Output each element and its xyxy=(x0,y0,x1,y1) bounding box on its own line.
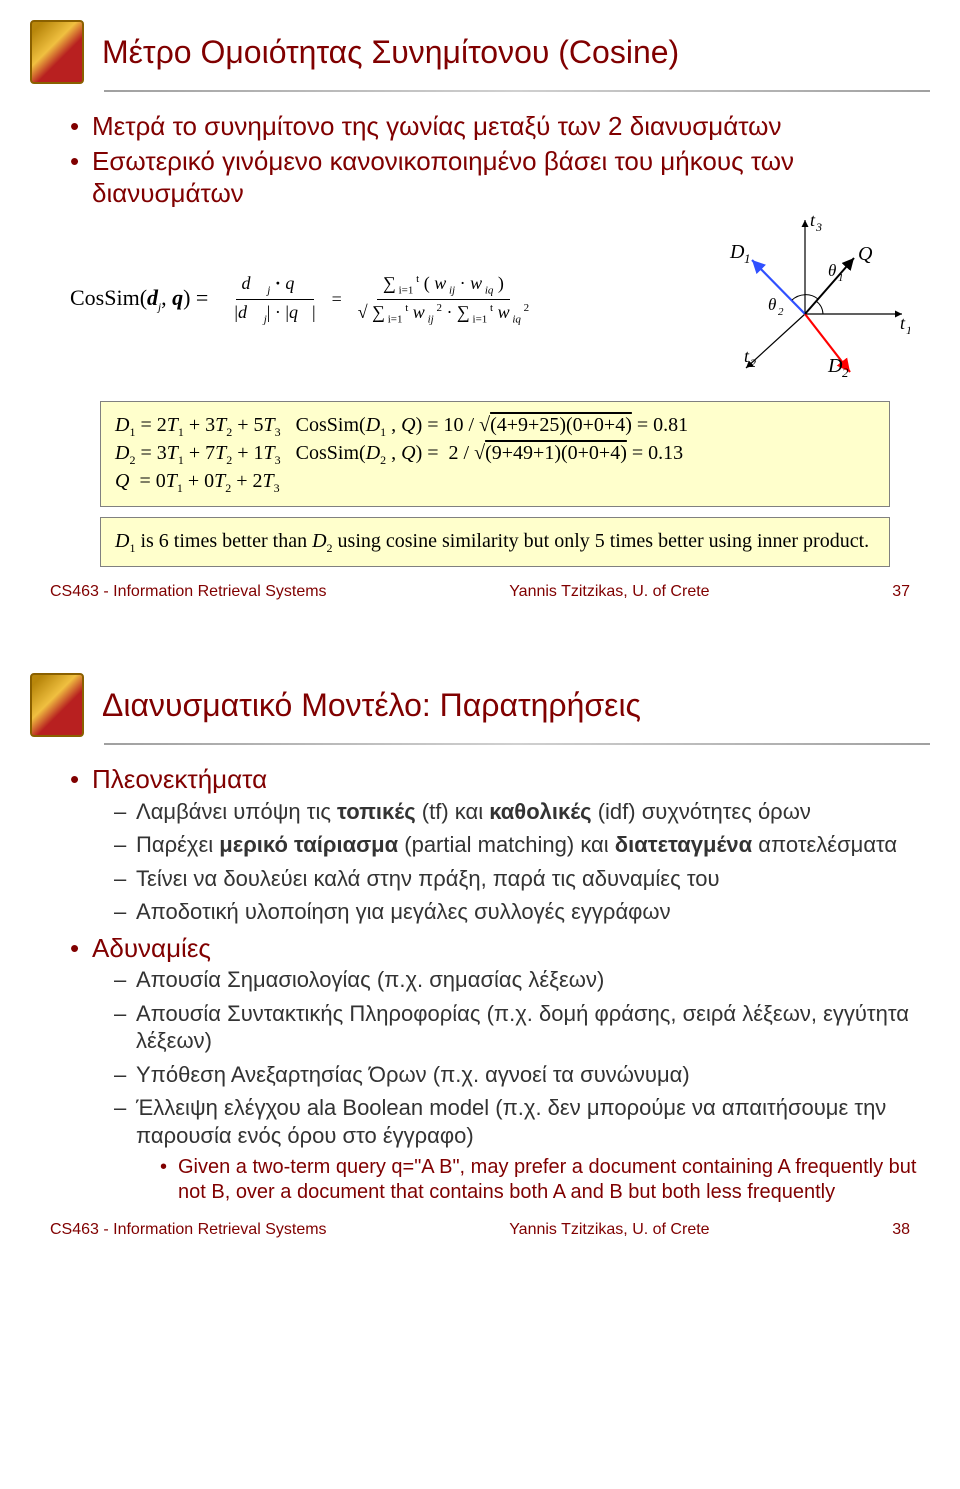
slide-38: Διανυσματικό Μοντέλο: Παρατηρήσεις Πλεον… xyxy=(0,653,960,1251)
cossim-label: CosSim(dj, q) = xyxy=(70,285,208,313)
footer-left: CS463 - Information Retrieval Systems xyxy=(50,583,327,601)
vector-diagram-svg: t 1 t 3 t 2 D 1 D 2 Q xyxy=(710,214,910,379)
example-line-1: D1 = 2T1 + 3T2 + 5T3 CosSim(D1 , Q) = 10… xyxy=(115,412,875,440)
university-logo-icon xyxy=(30,20,84,84)
weak-item-3: Υπόθεση Ανεξαρτησίας Όρων (π.χ. αγνοεί τ… xyxy=(114,1061,930,1089)
svg-text:θ: θ xyxy=(768,295,776,314)
footer-left: CS463 - Information Retrieval Systems xyxy=(50,1221,327,1239)
example-box: D1 = 2T1 + 3T2 + 5T3 CosSim(D1 , Q) = 10… xyxy=(100,401,890,508)
footer-center: Yannis Tzitzikas, U. of Crete xyxy=(509,1221,709,1239)
svg-text:Q: Q xyxy=(858,243,873,265)
title-row: Διανυσματικό Μοντέλο: Παρατηρήσεις xyxy=(30,673,930,737)
formula-row: CosSim(dj, q) = d⃗ j · q⃗ |d⃗ j| · |q⃗| … xyxy=(70,214,930,385)
adv-item-2: Παρέχει μερικό ταίριασμα (partial matchi… xyxy=(114,831,930,859)
weaknesses-heading: Αδυναμίες xyxy=(70,932,930,965)
svg-text:1: 1 xyxy=(906,323,910,337)
footer-center: Yannis Tzitzikas, U. of Crete xyxy=(509,583,709,601)
university-logo-icon xyxy=(30,673,84,737)
weak-item-1: Απουσία Σημασιολογίας (π.χ. σημασίας λέξ… xyxy=(114,966,930,994)
slide-title: Διανυσματικό Μοντέλο: Παρατηρήσεις xyxy=(102,686,641,724)
title-underline xyxy=(104,743,930,745)
bullet-2: Εσωτερικό γινόμενο κανονικοποιημένο βάσε… xyxy=(70,145,930,210)
weak-item-2: Απουσία Συντακτικής Πληροφορίας (π.χ. δο… xyxy=(114,1000,930,1055)
svg-text:1: 1 xyxy=(744,251,751,266)
weak-item-4: Έλλειψη ελέγχου ala Boolean model (π.χ. … xyxy=(114,1094,930,1149)
cossim-formula: d⃗ j · q⃗ |d⃗ j| · |q⃗| = ∑ i=1 t ( w ij… xyxy=(228,273,535,325)
slide-footer: CS463 - Information Retrieval Systems Ya… xyxy=(30,1221,930,1239)
advantages-heading: Πλεονεκτήματα xyxy=(70,763,930,796)
svg-text:1: 1 xyxy=(838,272,844,284)
slide-footer: CS463 - Information Retrieval Systems Ya… xyxy=(30,583,930,601)
weak-subitem: Given a two-term query q="A B", may pref… xyxy=(160,1155,930,1205)
svg-text:2: 2 xyxy=(778,306,784,318)
svg-text:2: 2 xyxy=(842,365,849,379)
adv-item-4: Αποδοτική υλοποίηση για μεγάλες συλλογές… xyxy=(114,898,930,926)
example-line-2: D2 = 3T1 + 7T2 + 1T3 CosSim(D2 , Q) = 2 … xyxy=(115,440,875,468)
title-underline xyxy=(104,90,930,92)
svg-text:2: 2 xyxy=(750,356,756,370)
svg-text:θ: θ xyxy=(828,261,836,280)
footer-page-number: 38 xyxy=(892,1221,910,1239)
vector-diagram: t 1 t 3 t 2 D 1 D 2 Q xyxy=(710,214,910,385)
svg-text:3: 3 xyxy=(815,220,822,234)
svg-text:D: D xyxy=(729,241,745,263)
adv-item-1: Λαμβάνει υπόψη τις τοπικές (tf) και καθο… xyxy=(114,798,930,826)
footer-page-number: 37 xyxy=(892,583,910,601)
adv-item-3: Τείνει να δουλεύει καλά στην πράξη, παρά… xyxy=(114,865,930,893)
bullet-1: Μετρά το συνημίτονο της γωνίας μεταξύ τω… xyxy=(70,110,930,143)
slide-title: Μέτρο Ομοιότητας Συνημίτονου (Cosine) xyxy=(102,33,679,71)
svg-text:D: D xyxy=(827,355,843,377)
slide-37: Μέτρο Ομοιότητας Συνημίτονου (Cosine) Με… xyxy=(0,0,960,613)
example-line-3: Q = 0T1 + 0T2 + 2T3 xyxy=(115,468,875,496)
title-row: Μέτρο Ομοιότητας Συνημίτονου (Cosine) xyxy=(30,20,930,84)
comparison-box: D1 is 6 times better than D2 using cosin… xyxy=(100,517,890,567)
